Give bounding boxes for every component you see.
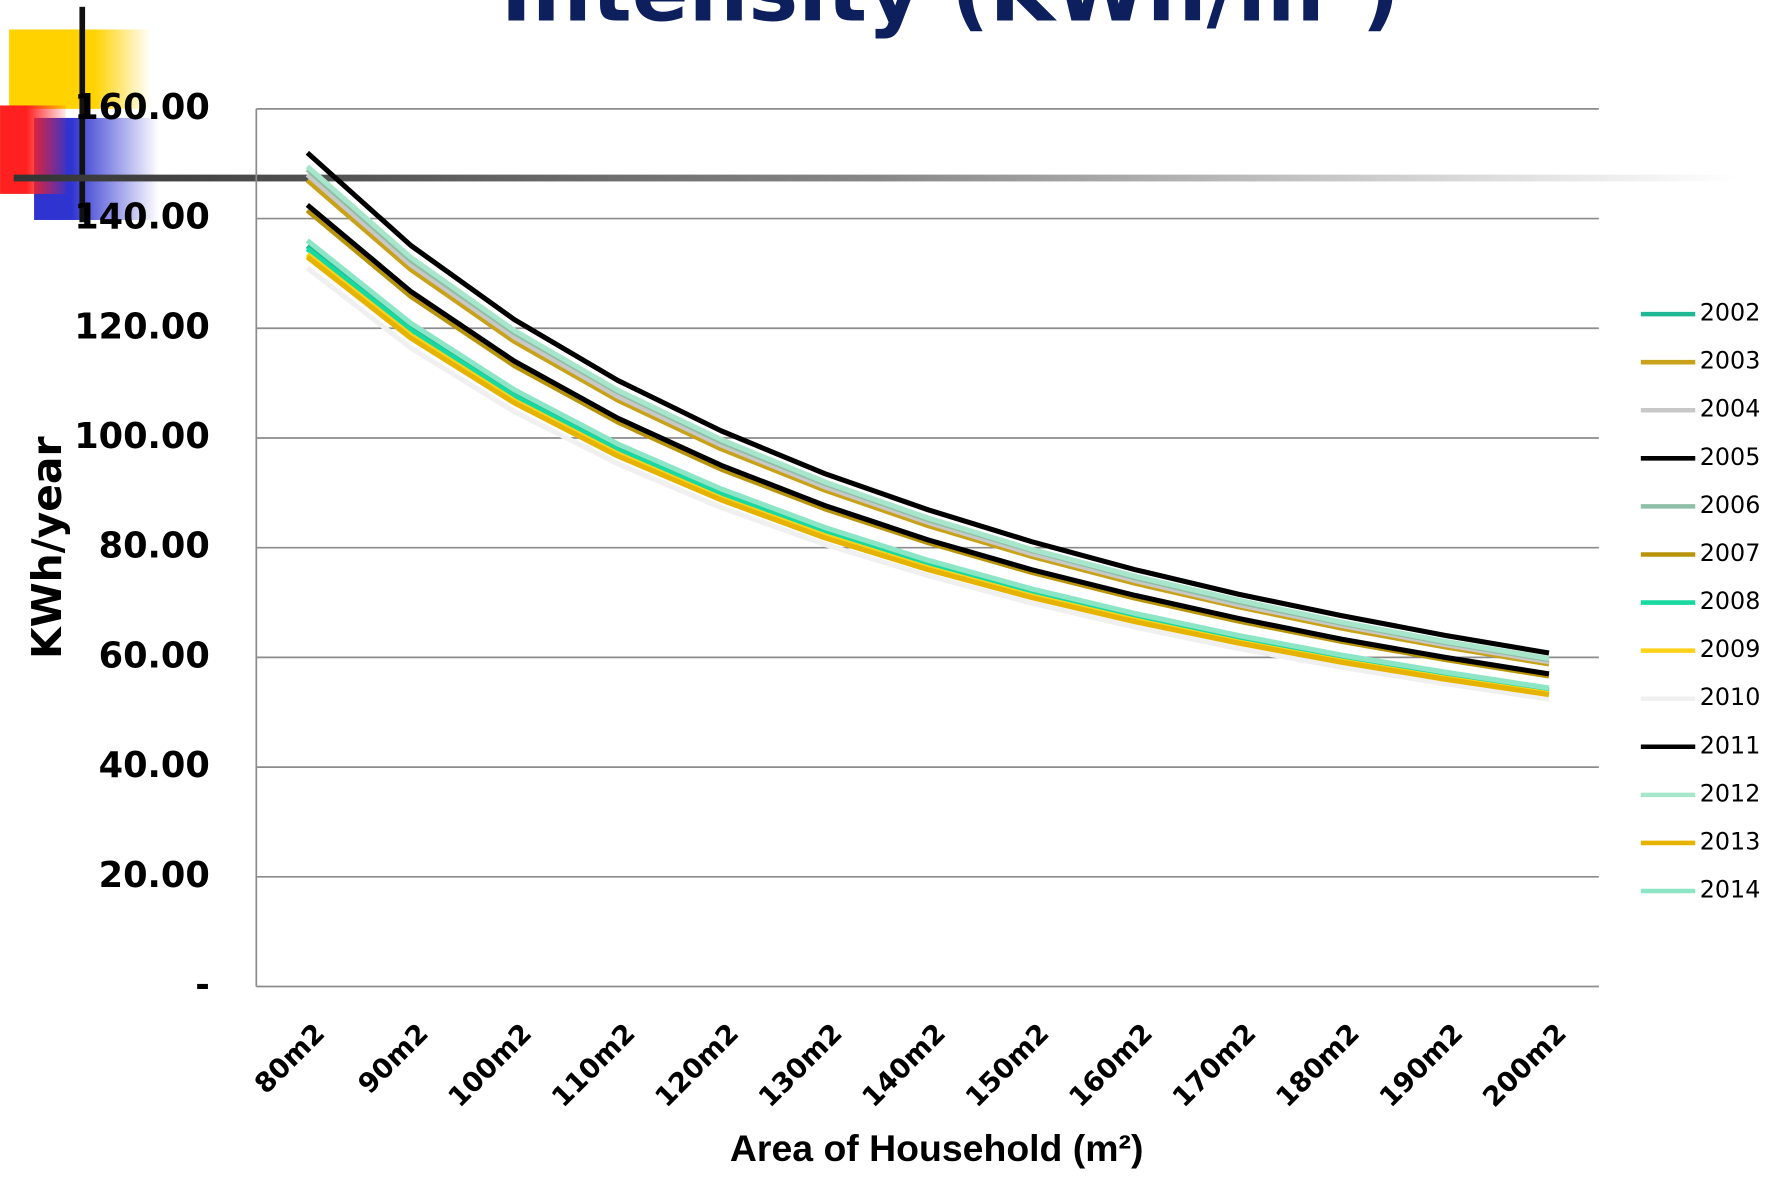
legend-label: 2014 [1700, 876, 1761, 904]
slide-decoration [0, 6, 1738, 223]
legend-label: 2009 [1700, 635, 1761, 663]
y-tick-label: 80.00 [99, 526, 210, 567]
x-tick-label: 130m2 [753, 1018, 849, 1114]
series-line [305, 208, 1550, 679]
x-tick-label: 170m2 [1167, 1018, 1263, 1114]
y-tick-label: 120.00 [74, 306, 210, 347]
legend-label: 2006 [1700, 491, 1761, 519]
y-tick-label: 100.00 [74, 416, 210, 457]
x-tick-label: 140m2 [857, 1018, 953, 1114]
y-tick-label: 20.00 [99, 855, 210, 896]
x-tick-label: 90m2 [353, 1018, 435, 1100]
series-line [305, 246, 1550, 694]
x-tick-label: 200m2 [1477, 1018, 1573, 1114]
y-tick-label: 160.00 [74, 87, 210, 128]
y-tick-label: - [195, 965, 210, 1006]
y-axis-label: KWh/year [23, 436, 71, 659]
series-line [305, 172, 1550, 665]
series-line [305, 265, 1550, 702]
chart-title: Intensity (KWh/m²) [501, 0, 1400, 40]
series-line [305, 254, 1550, 698]
x-tick-label: 120m2 [650, 1018, 746, 1114]
legend-label: 2013 [1700, 827, 1761, 855]
legend-label: 2002 [1700, 299, 1761, 327]
legend-label: 2008 [1700, 587, 1761, 615]
x-tick-label: 110m2 [546, 1018, 642, 1114]
x-tick-label: 190m2 [1374, 1018, 1470, 1114]
series-line [305, 167, 1550, 663]
legend-label: 2004 [1700, 395, 1761, 423]
y-tick-label: 40.00 [99, 745, 210, 786]
x-tick-label: 80m2 [249, 1018, 331, 1100]
legend-label: 2003 [1700, 347, 1761, 375]
series-line [305, 238, 1550, 691]
x-tick-label: 160m2 [1063, 1018, 1159, 1114]
legend-label: 2012 [1700, 779, 1761, 807]
x-axis-label: Area of Household (m²) [730, 1127, 1144, 1169]
x-tick-label: 150m2 [960, 1018, 1056, 1114]
x-tick-label: 100m2 [443, 1018, 539, 1114]
series-line [305, 202, 1550, 677]
legend-label: 2010 [1700, 683, 1761, 711]
legend-label: 2011 [1700, 731, 1761, 759]
legend-label: 2007 [1700, 539, 1761, 567]
legend-label: 2005 [1700, 443, 1761, 471]
y-tick-label: 60.00 [99, 635, 210, 676]
series-line [305, 178, 1550, 667]
series-line [305, 150, 1550, 656]
y-tick-label: 140.00 [74, 197, 210, 238]
x-tick-label: 180m2 [1270, 1018, 1366, 1114]
series-line [305, 164, 1550, 661]
